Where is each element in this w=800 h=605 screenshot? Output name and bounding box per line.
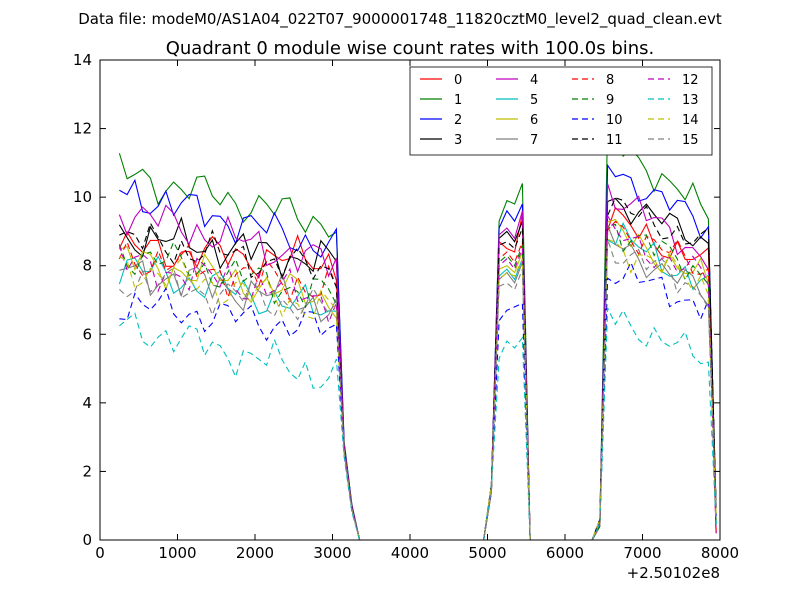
x-tick-label-1000: 1000 bbox=[158, 544, 196, 562]
x-offset-label: +2.50102e8 bbox=[627, 564, 720, 582]
legend-label-3: 3 bbox=[454, 133, 462, 148]
legend-label-11: 11 bbox=[606, 133, 623, 148]
legend-label-6: 6 bbox=[530, 113, 538, 128]
y-tick-label-4: 4 bbox=[82, 394, 92, 412]
legend-label-4: 4 bbox=[530, 73, 538, 88]
y-tick-label-14: 14 bbox=[73, 51, 92, 69]
legend-label-12: 12 bbox=[682, 73, 699, 88]
x-tick-label-3000: 3000 bbox=[313, 544, 351, 562]
ticks-layer: 0 1000 2000 3000 4000 5000 6000 7000 80000246810… bbox=[73, 51, 739, 562]
y-tick-label-10: 10 bbox=[73, 188, 92, 206]
legend-label-7: 7 bbox=[530, 133, 538, 148]
legend-box bbox=[409, 66, 713, 156]
series-line-14 bbox=[119, 238, 717, 541]
series-line-11 bbox=[119, 197, 717, 541]
x-tick-label-2000: 2000 bbox=[236, 544, 274, 562]
x-tick-label-4000: 4000 bbox=[391, 544, 429, 562]
legend-label-1: 1 bbox=[454, 93, 462, 108]
legend-label-8: 8 bbox=[606, 73, 614, 88]
y-tick-label-8: 8 bbox=[82, 257, 92, 275]
x-tick-label-5000: 5000 bbox=[468, 544, 506, 562]
legend-label-5: 5 bbox=[530, 93, 538, 108]
suptitle: Data file: modeM0/AS1A04_022T07_90000017… bbox=[78, 10, 722, 29]
chart-title: Quadrant 0 module wise count rates with … bbox=[166, 38, 655, 59]
series-line-8 bbox=[118, 220, 717, 541]
y-tick-label-2: 2 bbox=[82, 462, 92, 480]
x-tick-label-6000: 6000 bbox=[546, 544, 584, 562]
plot-frame bbox=[99, 59, 721, 541]
legend-label-10: 10 bbox=[606, 113, 623, 128]
legend-label-15: 15 bbox=[682, 133, 699, 148]
x-tick-label-0: 0 bbox=[95, 544, 105, 562]
y-tick-label-12: 12 bbox=[73, 120, 92, 138]
legend-label-13: 13 bbox=[682, 93, 699, 108]
legend-label-9: 9 bbox=[606, 93, 614, 108]
x-tick-label-8000: 8000 bbox=[701, 544, 739, 562]
legend-label-14: 14 bbox=[682, 113, 699, 128]
legend-label-0: 0 bbox=[454, 73, 462, 88]
x-tick-label-7000: 7000 bbox=[623, 544, 661, 562]
y-tick-label-6: 6 bbox=[82, 325, 92, 343]
legend-label-2: 2 bbox=[454, 113, 462, 128]
y-tick-label-0: 0 bbox=[82, 531, 92, 549]
